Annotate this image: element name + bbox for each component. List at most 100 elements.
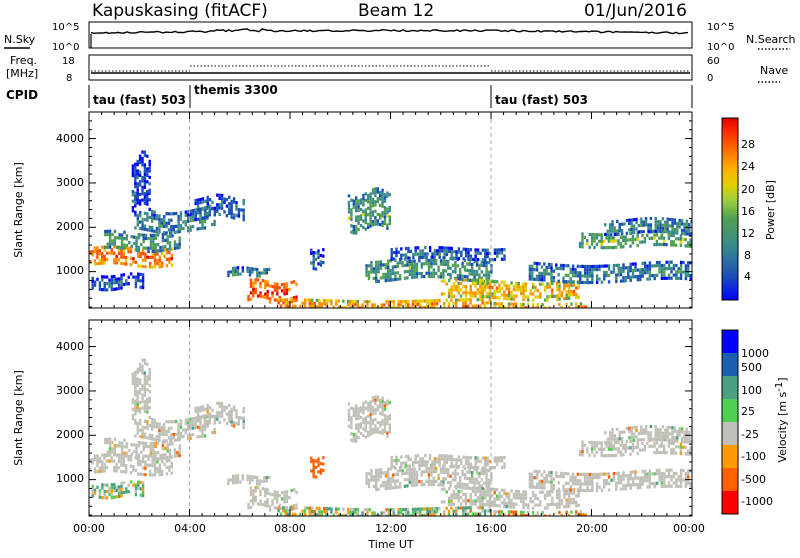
power-echo-cell (104, 229, 107, 234)
velocity-echo-cell (649, 431, 653, 435)
velocity-echo-cell (469, 462, 473, 466)
velocity-echo-cell (548, 493, 552, 497)
velocity-echo-cell (137, 486, 140, 491)
velocity-echo-cell (607, 447, 611, 451)
power-echo-cell (464, 291, 468, 295)
power-echo-cell (284, 304, 287, 308)
power-echo-cell (194, 198, 197, 202)
power-echo-cell (125, 259, 128, 263)
velocity-echo-cell (485, 481, 488, 485)
power-echo-cell (388, 221, 391, 226)
power-echo-cell (139, 285, 142, 289)
velocity-echo-cell (555, 496, 559, 500)
power-echo-cell (574, 267, 577, 271)
velocity-echo-cell (510, 505, 513, 509)
velocity-echo-cell (583, 482, 587, 486)
power-echo-cell (120, 255, 123, 259)
power-echo-cell (134, 210, 137, 214)
velocity-echo-cell (163, 456, 166, 460)
velocity-echo-cell (89, 458, 92, 462)
power-echo-cell (564, 273, 568, 277)
power-echo-cell (259, 294, 262, 298)
velocity-echo-cell (146, 381, 149, 385)
velocity-echo-cell (399, 485, 402, 489)
velocity-echo-cell (135, 450, 138, 454)
velocity-echo-cell (335, 510, 338, 514)
power-echo-cell (654, 220, 657, 224)
power-echo-cell (225, 198, 229, 202)
velocity-echo-cell (481, 506, 484, 510)
velocity-echo-cell (432, 466, 435, 471)
power-echo-cell (522, 306, 525, 308)
velocity-echo-cell (377, 487, 380, 491)
velocity-echo-cell (369, 419, 372, 423)
velocity-echo-cell (528, 479, 532, 483)
velocity-echo-cell (318, 513, 321, 516)
power-echo-cell (357, 221, 360, 225)
velocity-echo-cell (230, 420, 233, 424)
power-echo-cell (436, 252, 439, 256)
power-echo-cell (387, 262, 390, 266)
power-echo-cell (397, 306, 400, 308)
power-echo-cell (483, 280, 486, 284)
power-echo-cell (535, 261, 539, 266)
velocity-echo-cell (430, 470, 433, 474)
velocity-echo-cell (536, 511, 539, 515)
velocity-echo-cell (496, 462, 499, 466)
power-echo-cell (187, 213, 190, 217)
power-echo-cell (558, 291, 561, 295)
power-echo-cell (362, 193, 365, 197)
velocity-echo-cell (147, 445, 150, 449)
velocity-echo-cell (546, 506, 549, 510)
velocity-echo-cell (287, 512, 290, 516)
velocity-echo-cell (665, 484, 668, 488)
power-echo-cell (137, 264, 140, 268)
velocity-echo-cell (206, 410, 209, 414)
power-echo-cell (113, 229, 117, 233)
velocity-echo-cell (374, 417, 377, 421)
power-echo-cell (177, 214, 180, 219)
power-echo-cell (141, 156, 144, 161)
power-cbar-8: 8 (744, 249, 751, 262)
power-echo-cell (167, 218, 171, 222)
power-echo-cell (459, 288, 463, 292)
power-echo-cell (370, 264, 373, 268)
power-echo-cell (432, 262, 435, 266)
power-echo-cell (352, 225, 355, 229)
velocity-echo-cell (163, 432, 166, 436)
noise-sky-label: N.Sky (4, 33, 36, 46)
power-echo-cell (627, 269, 630, 273)
velocity-echo-cell (283, 500, 286, 504)
velocity-echo-cell (122, 463, 125, 467)
power-echo-cell (355, 225, 358, 229)
power-echo-cell (476, 281, 480, 285)
velocity-echo-cell (471, 477, 474, 481)
power-echo-cell (264, 295, 267, 299)
power-echo-band (194, 193, 245, 222)
power-echo-cell (550, 266, 553, 270)
velocity-echo-cell (337, 507, 340, 511)
velocity-echo-cell (264, 500, 267, 504)
power-echo-cell (208, 204, 212, 208)
power-echo-cell (399, 274, 402, 278)
power-echo-cell (670, 243, 673, 247)
velocity-echo-cell (588, 476, 592, 480)
velocity-echo-cell (442, 467, 445, 471)
power-echo-cell (663, 273, 666, 277)
velocity-echo-cell (375, 484, 378, 488)
velocity-echo-cell (423, 507, 427, 511)
velocity-echo-cell (140, 450, 143, 455)
velocity-echo-cell (622, 446, 625, 450)
velocity-echo-cell (488, 500, 492, 504)
velocity-echo-cell (456, 485, 459, 489)
velocity-echo-cell (396, 485, 399, 489)
velocity-echo-cell (387, 470, 390, 474)
velocity-echo-cell (103, 466, 106, 470)
velocity-echo-cell (246, 477, 249, 481)
power-echo-cell (306, 298, 309, 302)
power-echo-cell (459, 271, 462, 275)
velocity-echo-cell (442, 483, 445, 487)
velocity-echo-cell (129, 455, 133, 459)
velocity-echo-cell (595, 476, 599, 480)
power-echo-cell (653, 277, 656, 281)
